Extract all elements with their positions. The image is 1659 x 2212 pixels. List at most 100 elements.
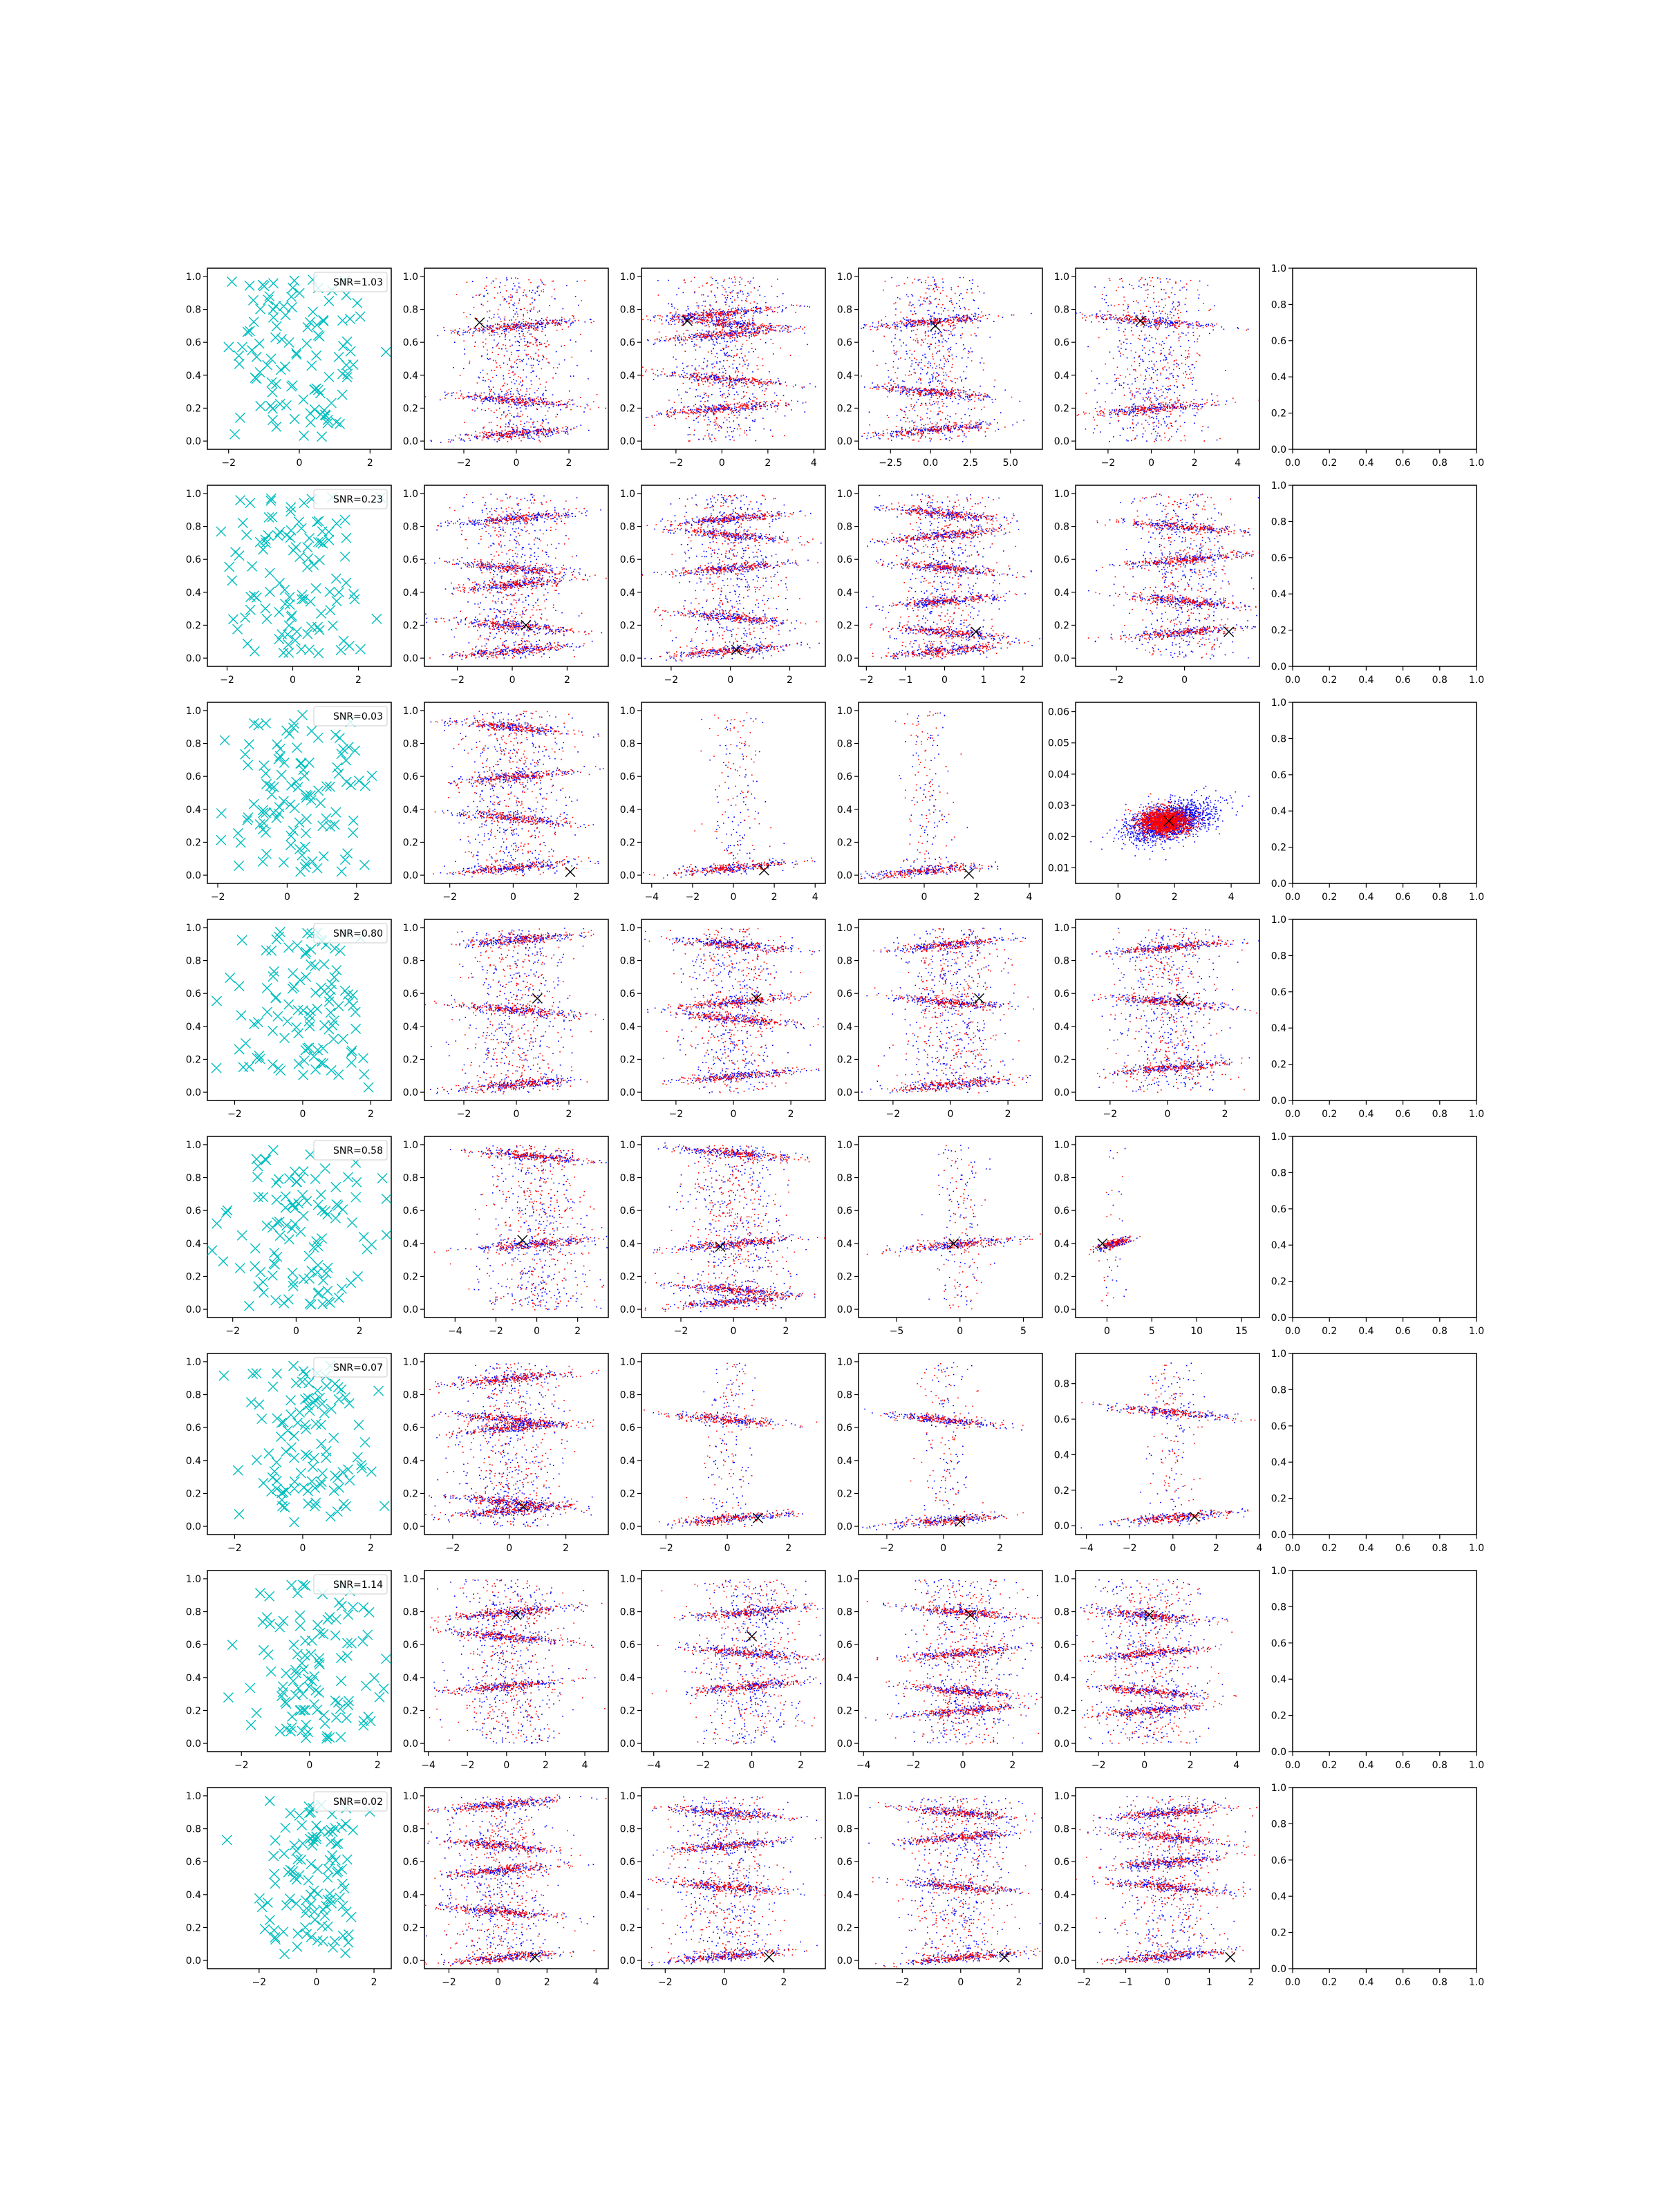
panel-r2-c4-ytick-label: 0.8 — [837, 522, 852, 533]
panel-r7-c1-xtick-label: 2 — [375, 1760, 381, 1771]
panel-r6-c6-xtick-label: 0.2 — [1322, 1543, 1337, 1554]
panel-r3-c6-xtick-label: 0.2 — [1322, 892, 1337, 903]
panel-r5-c4-xtick-label: 0 — [957, 1326, 963, 1337]
panel-r8-c3-optimum-marker — [763, 1951, 774, 1962]
panel-r5-c1-ytick-label: 0.4 — [186, 1239, 201, 1250]
panel-r6-c1-ytick-label: 0.4 — [186, 1456, 201, 1467]
panel-r5-c5-xtick-label: 15 — [1235, 1326, 1248, 1337]
panel-r4-c3-ytick-label: 0.2 — [620, 1054, 635, 1065]
panel-r1-c2-xtick-label: 2 — [566, 458, 572, 469]
panel-r7-c4-red-points — [866, 1579, 1042, 1745]
panel-r2-c4-red-points — [870, 495, 1029, 659]
panel-r1-c5-blue-points — [1076, 277, 1249, 442]
panel-r1-c5-ytick-label: 0.2 — [1054, 403, 1069, 414]
panel-r6-c6-ytick-label: 0.4 — [1271, 1457, 1286, 1468]
panel-r5-c2-ytick-label: 1.0 — [403, 1140, 418, 1151]
panel-r4-c4-ytick-label: 0.2 — [837, 1054, 852, 1065]
panel-r7-c4-xtick-label: −4 — [856, 1760, 871, 1771]
panel-r5-c5-plot-area — [1089, 1147, 1141, 1306]
panel-r6-c5-optimum-marker — [1189, 1511, 1200, 1522]
panel-r1-c6-xtick-label: 0.4 — [1358, 458, 1374, 469]
panel-r7-c4-plot-area — [865, 1579, 1042, 1745]
panel-r1-c3-ytick-label: 0.6 — [620, 337, 635, 348]
panel-r5-c5-xtick-label: 5 — [1149, 1326, 1155, 1337]
panel-r3-c2-ytick-label: 1.0 — [403, 706, 418, 717]
panel-r2-c3-optimum-marker — [731, 644, 742, 655]
panel-r5-c2-ytick-label: 0.6 — [403, 1206, 418, 1217]
panel-r3-c1-ytick-label: 0.8 — [186, 739, 201, 750]
panel-r6-c5-ytick-label: 0.0 — [1054, 1521, 1069, 1532]
panel-r7-c6-ytick-label: 0.8 — [1271, 1602, 1286, 1613]
panel-r4-c5: −2 0 2 0.0 0.2 0.4 0.6 0.8 1.0 — [1054, 919, 1260, 1120]
panel-r7-c1-ytick-label: 0.0 — [186, 1738, 201, 1750]
panel-r7-c2-xtick-label: 4 — [582, 1760, 588, 1771]
panel-r7-c5-ytick-label: 0.6 — [1054, 1640, 1069, 1651]
panel-r3-c2: −2 0 2 0.0 0.2 0.4 0.6 0.8 1.0 — [403, 702, 609, 903]
panel-r8-c6-xtick-label: 0.8 — [1432, 1977, 1447, 1988]
panel-r5-c1-ytick-label: 1.0 — [186, 1140, 201, 1151]
panel-r6-c5-xtick-label: −2 — [1123, 1543, 1137, 1554]
panel-r6-c4-frame — [858, 1353, 1043, 1535]
panel-r5-c1-ytick-label: 0.6 — [186, 1206, 201, 1217]
panel-r2-c3-ytick-label: 0.8 — [620, 522, 635, 533]
panel-r8-c4-ytick-label: 0.8 — [837, 1824, 852, 1835]
panel-r6-c6-ytick-label: 0.8 — [1271, 1385, 1286, 1396]
panel-r1-c2-xtick-label: −2 — [457, 458, 471, 469]
panel-r1-c4-optimum-marker — [930, 320, 941, 331]
panel-r6-c1-xtick-label: 0 — [299, 1543, 306, 1554]
panel-r5-c4-ytick-label: 0.0 — [837, 1304, 852, 1315]
panel-r5-c6: 0.0 0.2 0.4 0.6 0.8 1.0 0.0 0.2 0.4 0.6 0.8 1.0 — [1271, 1132, 1484, 1337]
panel-r4-c5-optimum-marker — [1177, 995, 1188, 1006]
panel-r5-c6-xtick-label: 0.6 — [1395, 1326, 1410, 1337]
panel-r4-c6-ytick-label: 1.0 — [1271, 915, 1286, 926]
panel-r2-c5-blue-points — [1088, 494, 1259, 659]
panel-r1-c3-frame — [641, 268, 826, 450]
panel-r8-c1-ytick-label: 0.0 — [186, 1956, 201, 1967]
panel-r3-c3: −4 −2 0 2 4 0.0 0.2 0.4 0.6 0.8 1.0 — [620, 702, 826, 903]
panel-r6-c5-xtick-label: 2 — [1213, 1543, 1219, 1554]
panel-r1-c6-xtick-label: 1.0 — [1469, 458, 1484, 469]
panel-r6-c4-xtick-label: 0 — [940, 1543, 946, 1554]
panel-r2-c4-xtick-label: 2 — [1020, 675, 1026, 686]
panel-r4-c1-ytick-label: 0.4 — [186, 1022, 201, 1033]
panel-r2-c6-xtick-label: 0.2 — [1322, 675, 1337, 686]
panel-r7-c1-legend: SNR=1.14 — [313, 1574, 388, 1595]
panel-r4-c2-ytick-label: 0.4 — [403, 1022, 418, 1033]
panel-r2-c5-ytick-label: 0.6 — [1054, 554, 1069, 565]
panel-r5-c5-ytick-label: 0.2 — [1054, 1271, 1069, 1282]
panel-r6-c2-xtick-label: −2 — [446, 1543, 460, 1554]
panel-r2-c4: −2 −1 0 1 2 0.0 0.2 0.4 0.6 0.8 1.0 — [837, 485, 1043, 686]
panel-r5-c4-xtick-label: −5 — [890, 1326, 904, 1337]
panel-r7-c4-xtick-label: 2 — [1009, 1760, 1015, 1771]
panel-r1-c4-ytick-label: 0.6 — [837, 337, 852, 348]
panel-r5-c3-xtick-label: −2 — [674, 1326, 688, 1337]
panel-r5-c6-ytick-label: 0.6 — [1271, 1204, 1286, 1215]
panel-r3-c3-ytick-label: 0.2 — [620, 837, 635, 848]
panel-r8-c6-xtick-label: 0.2 — [1322, 1977, 1337, 1988]
panel-r3-c5-xtick-label: 2 — [1172, 892, 1178, 903]
panel-r1-c2-ytick-label: 0.6 — [403, 337, 418, 348]
panel-r6-c1-xtick-label: −2 — [227, 1543, 242, 1554]
panel-r2-c3: −2 0 2 0.0 0.2 0.4 0.6 0.8 1.0 — [620, 485, 826, 686]
panel-r8-c5-ytick-label: 0.8 — [1054, 1824, 1069, 1835]
panel-r4-c6-xtick-label: 1.0 — [1469, 1109, 1484, 1120]
panel-r6-c2-ytick-label: 0.4 — [403, 1456, 418, 1467]
panel-r7-c3-xtick-label: 2 — [798, 1760, 804, 1771]
panel-r3-c2-xtick-label: 2 — [574, 892, 580, 903]
panel-r2-c6-frame — [1292, 485, 1477, 667]
panel-r3-c4-ytick-label: 1.0 — [837, 706, 852, 717]
panel-r2-c1-xtick-label: −2 — [220, 675, 234, 686]
panel-r7-c5-ytick-label: 0.8 — [1054, 1607, 1069, 1618]
panel-r6-c3-xtick-label: 2 — [785, 1543, 791, 1554]
panel-r1-c5-plot-area — [1076, 276, 1259, 442]
panel-r3-c5-ytick-label: 0.02 — [1048, 832, 1069, 843]
panel-r4-c4-ytick-label: 0.6 — [837, 988, 852, 1000]
panel-r5-c3-plot-area — [644, 1142, 825, 1313]
panel-r5-c6-xtick-label: 1.0 — [1469, 1326, 1484, 1337]
panel-r3-c4-ytick-label: 0.0 — [837, 870, 852, 881]
panel-r1-c6-frame — [1292, 268, 1477, 450]
panel-r6-c6-frame — [1292, 1353, 1477, 1535]
panel-r3-c3-xtick-label: −4 — [644, 892, 659, 903]
panel-r7-c6-frame — [1292, 1570, 1477, 1752]
panel-r5-c5-optimum-marker — [1097, 1238, 1108, 1249]
